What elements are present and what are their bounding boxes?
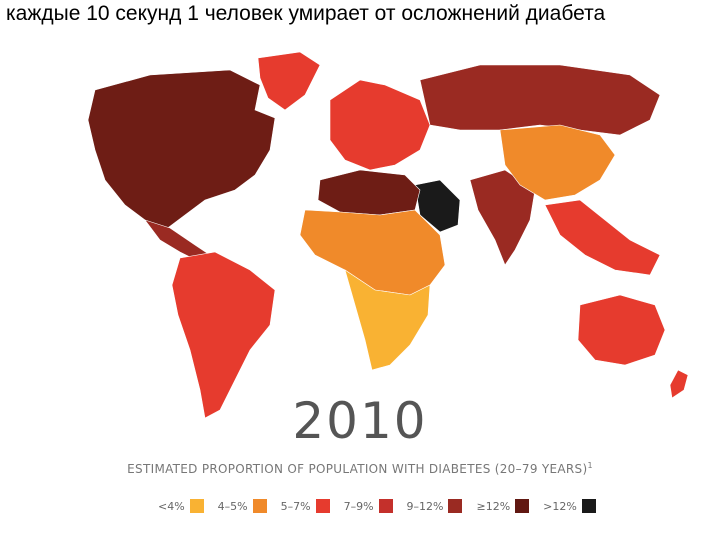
legend-label: 4–5% [217, 499, 248, 513]
map-subtitle: ESTIMATED PROPORTION OF POPULATION WITH … [0, 461, 720, 476]
legend-label: 7–9% [343, 499, 374, 513]
legend-swatch [515, 499, 530, 513]
legend-swatch [252, 499, 267, 513]
legend-label: <4% [158, 499, 185, 513]
map-subtitle-text: ESTIMATED PROPORTION OF POPULATION WITH … [127, 462, 588, 476]
region-europe [329, 79, 431, 171]
region-australia [577, 294, 666, 366]
region-south-america [171, 251, 276, 419]
footnote-mark: 1 [587, 461, 593, 470]
region-southeast-asia [544, 199, 661, 276]
region-russia [419, 64, 661, 136]
legend-swatch [378, 499, 393, 513]
legend-item: 9–12% [407, 499, 463, 513]
legend-item: 5–7% [281, 499, 330, 513]
slide-title: каждые 10 секунд 1 человек умирает от ос… [6, 2, 606, 25]
region-africa [299, 209, 446, 296]
map-year: 2010 [292, 392, 428, 450]
region-north-america [87, 69, 276, 231]
legend-label: 5–7% [280, 499, 311, 513]
legend-label: ≥12% [476, 499, 511, 513]
world-map [0, 40, 720, 420]
legend-item: >12% [543, 499, 596, 513]
legend-label: >12% [543, 499, 577, 513]
region-north-africa [317, 169, 421, 216]
region-new-zealand [669, 369, 689, 399]
map-legend: <4% 4–5% 5–7% 7–9% 9–12% ≥12% >12% [158, 496, 596, 516]
world-map-svg [87, 51, 689, 419]
legend-item: <4% [158, 499, 204, 513]
legend-swatch [448, 499, 463, 513]
legend-swatch [189, 499, 204, 513]
legend-item: 7–9% [344, 499, 393, 513]
legend-swatch [581, 499, 596, 513]
region-southern-africa [344, 269, 431, 371]
region-greenland [257, 51, 321, 111]
region-china [499, 124, 616, 201]
legend-label: 9–12% [406, 499, 444, 513]
legend-item: 4–5% [218, 499, 267, 513]
legend-item: ≥12% [476, 499, 530, 513]
legend-swatch [315, 499, 330, 513]
